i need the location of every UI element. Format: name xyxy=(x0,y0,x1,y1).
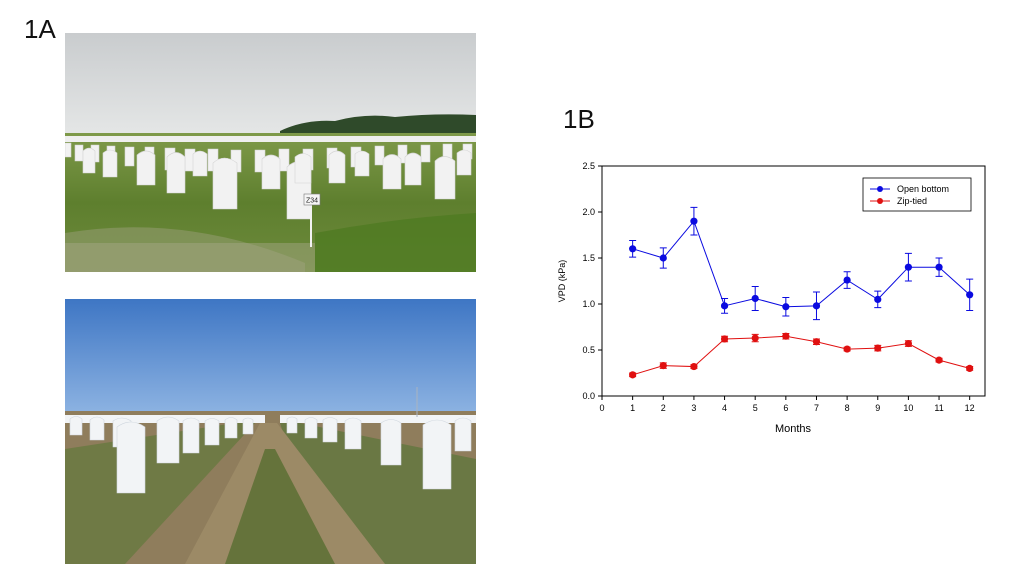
data-point-zip-tied-1 xyxy=(629,371,637,379)
data-point-zip-tied-2 xyxy=(659,362,667,370)
x-tick-label-4: 4 xyxy=(722,403,727,413)
orchard-photo-overcast: Z34 xyxy=(65,33,476,272)
legend-label-open-bottom: Open bottom xyxy=(897,184,949,194)
y-tick-label-4: 2.0 xyxy=(582,207,595,217)
data-point-zip-tied-6 xyxy=(782,332,790,340)
legend-label-zip-tied: Zip-tied xyxy=(897,196,927,206)
series-line-zip-tied xyxy=(632,335,970,376)
y-axis-label: VPD (kPa) xyxy=(557,260,567,303)
x-tick-label-5: 5 xyxy=(753,403,758,413)
x-tick-label-10: 10 xyxy=(903,403,913,413)
data-point-open-bottom-9 xyxy=(874,295,882,303)
data-point-zip-tied-5 xyxy=(751,334,759,342)
data-point-open-bottom-12 xyxy=(966,291,974,299)
x-tick-label-8: 8 xyxy=(845,403,850,413)
orchard-photo-blue-sky xyxy=(65,299,476,564)
x-tick-label-2: 2 xyxy=(661,403,666,413)
panel-label-1b: 1B xyxy=(563,104,595,134)
data-point-zip-tied-8 xyxy=(843,345,851,353)
panel-label-1a: 1A xyxy=(24,14,56,44)
legend: Open bottom Zip-tied xyxy=(862,177,972,212)
x-tick-label-0: 0 xyxy=(599,403,604,413)
x-tick-label-11: 11 xyxy=(934,403,943,413)
data-point-zip-tied-3 xyxy=(690,362,698,371)
x-tick-label-6: 6 xyxy=(783,403,788,413)
y-axis: 0.0 0.5 1.0 1.5 2.0 2.5 xyxy=(582,161,602,401)
series-layer xyxy=(629,206,974,379)
y-tick-label-5: 2.5 xyxy=(582,161,595,171)
x-tick-label-12: 12 xyxy=(965,403,975,413)
data-point-open-bottom-4 xyxy=(720,302,729,310)
data-point-zip-tied-9 xyxy=(874,344,882,352)
data-point-open-bottom-11 xyxy=(935,263,943,271)
y-tick-label-0: 0.0 xyxy=(582,391,595,401)
x-axis-label: Months xyxy=(775,423,812,435)
data-point-open-bottom-5 xyxy=(751,294,759,303)
data-point-zip-tied-11 xyxy=(935,356,943,364)
data-point-open-bottom-1 xyxy=(629,245,637,253)
data-point-zip-tied-7 xyxy=(812,338,821,346)
data-point-open-bottom-10 xyxy=(904,263,912,271)
row-sign-text: Z34 xyxy=(306,198,318,205)
x-tick-label-9: 9 xyxy=(875,403,880,413)
y-tick-label-3: 1.5 xyxy=(582,253,595,263)
legend-marker-open-bottom xyxy=(877,186,883,192)
data-point-zip-tied-4 xyxy=(720,335,729,343)
x-tick-label-3: 3 xyxy=(691,403,696,413)
data-point-zip-tied-12 xyxy=(966,364,974,372)
data-point-zip-tied-10 xyxy=(904,339,912,348)
series-open-bottom xyxy=(629,206,974,321)
y-tick-label-1: 0.5 xyxy=(582,345,595,355)
series-zip-tied xyxy=(629,332,974,379)
data-point-open-bottom-6 xyxy=(782,303,790,311)
data-point-open-bottom-8 xyxy=(843,276,851,284)
x-tick-label-7: 7 xyxy=(814,403,819,413)
data-point-open-bottom-2 xyxy=(659,254,667,262)
legend-box xyxy=(862,177,972,212)
data-point-open-bottom-7 xyxy=(812,302,821,310)
y-tick-label-2: 1.0 xyxy=(582,299,595,309)
data-point-open-bottom-3 xyxy=(690,217,698,225)
vpd-line-chart: 0.00.51.01.52.02.5 0 1 2 3 4 5 6 7 8 9 10 11 12 Mont… xyxy=(557,161,986,435)
x-tick-label-1: 1 xyxy=(630,403,635,413)
x-axis: 0 1 2 3 4 5 6 7 8 9 10 11 12 xyxy=(599,396,975,413)
series-line-open-bottom xyxy=(632,220,971,308)
legend-marker-zip-tied xyxy=(877,198,883,204)
